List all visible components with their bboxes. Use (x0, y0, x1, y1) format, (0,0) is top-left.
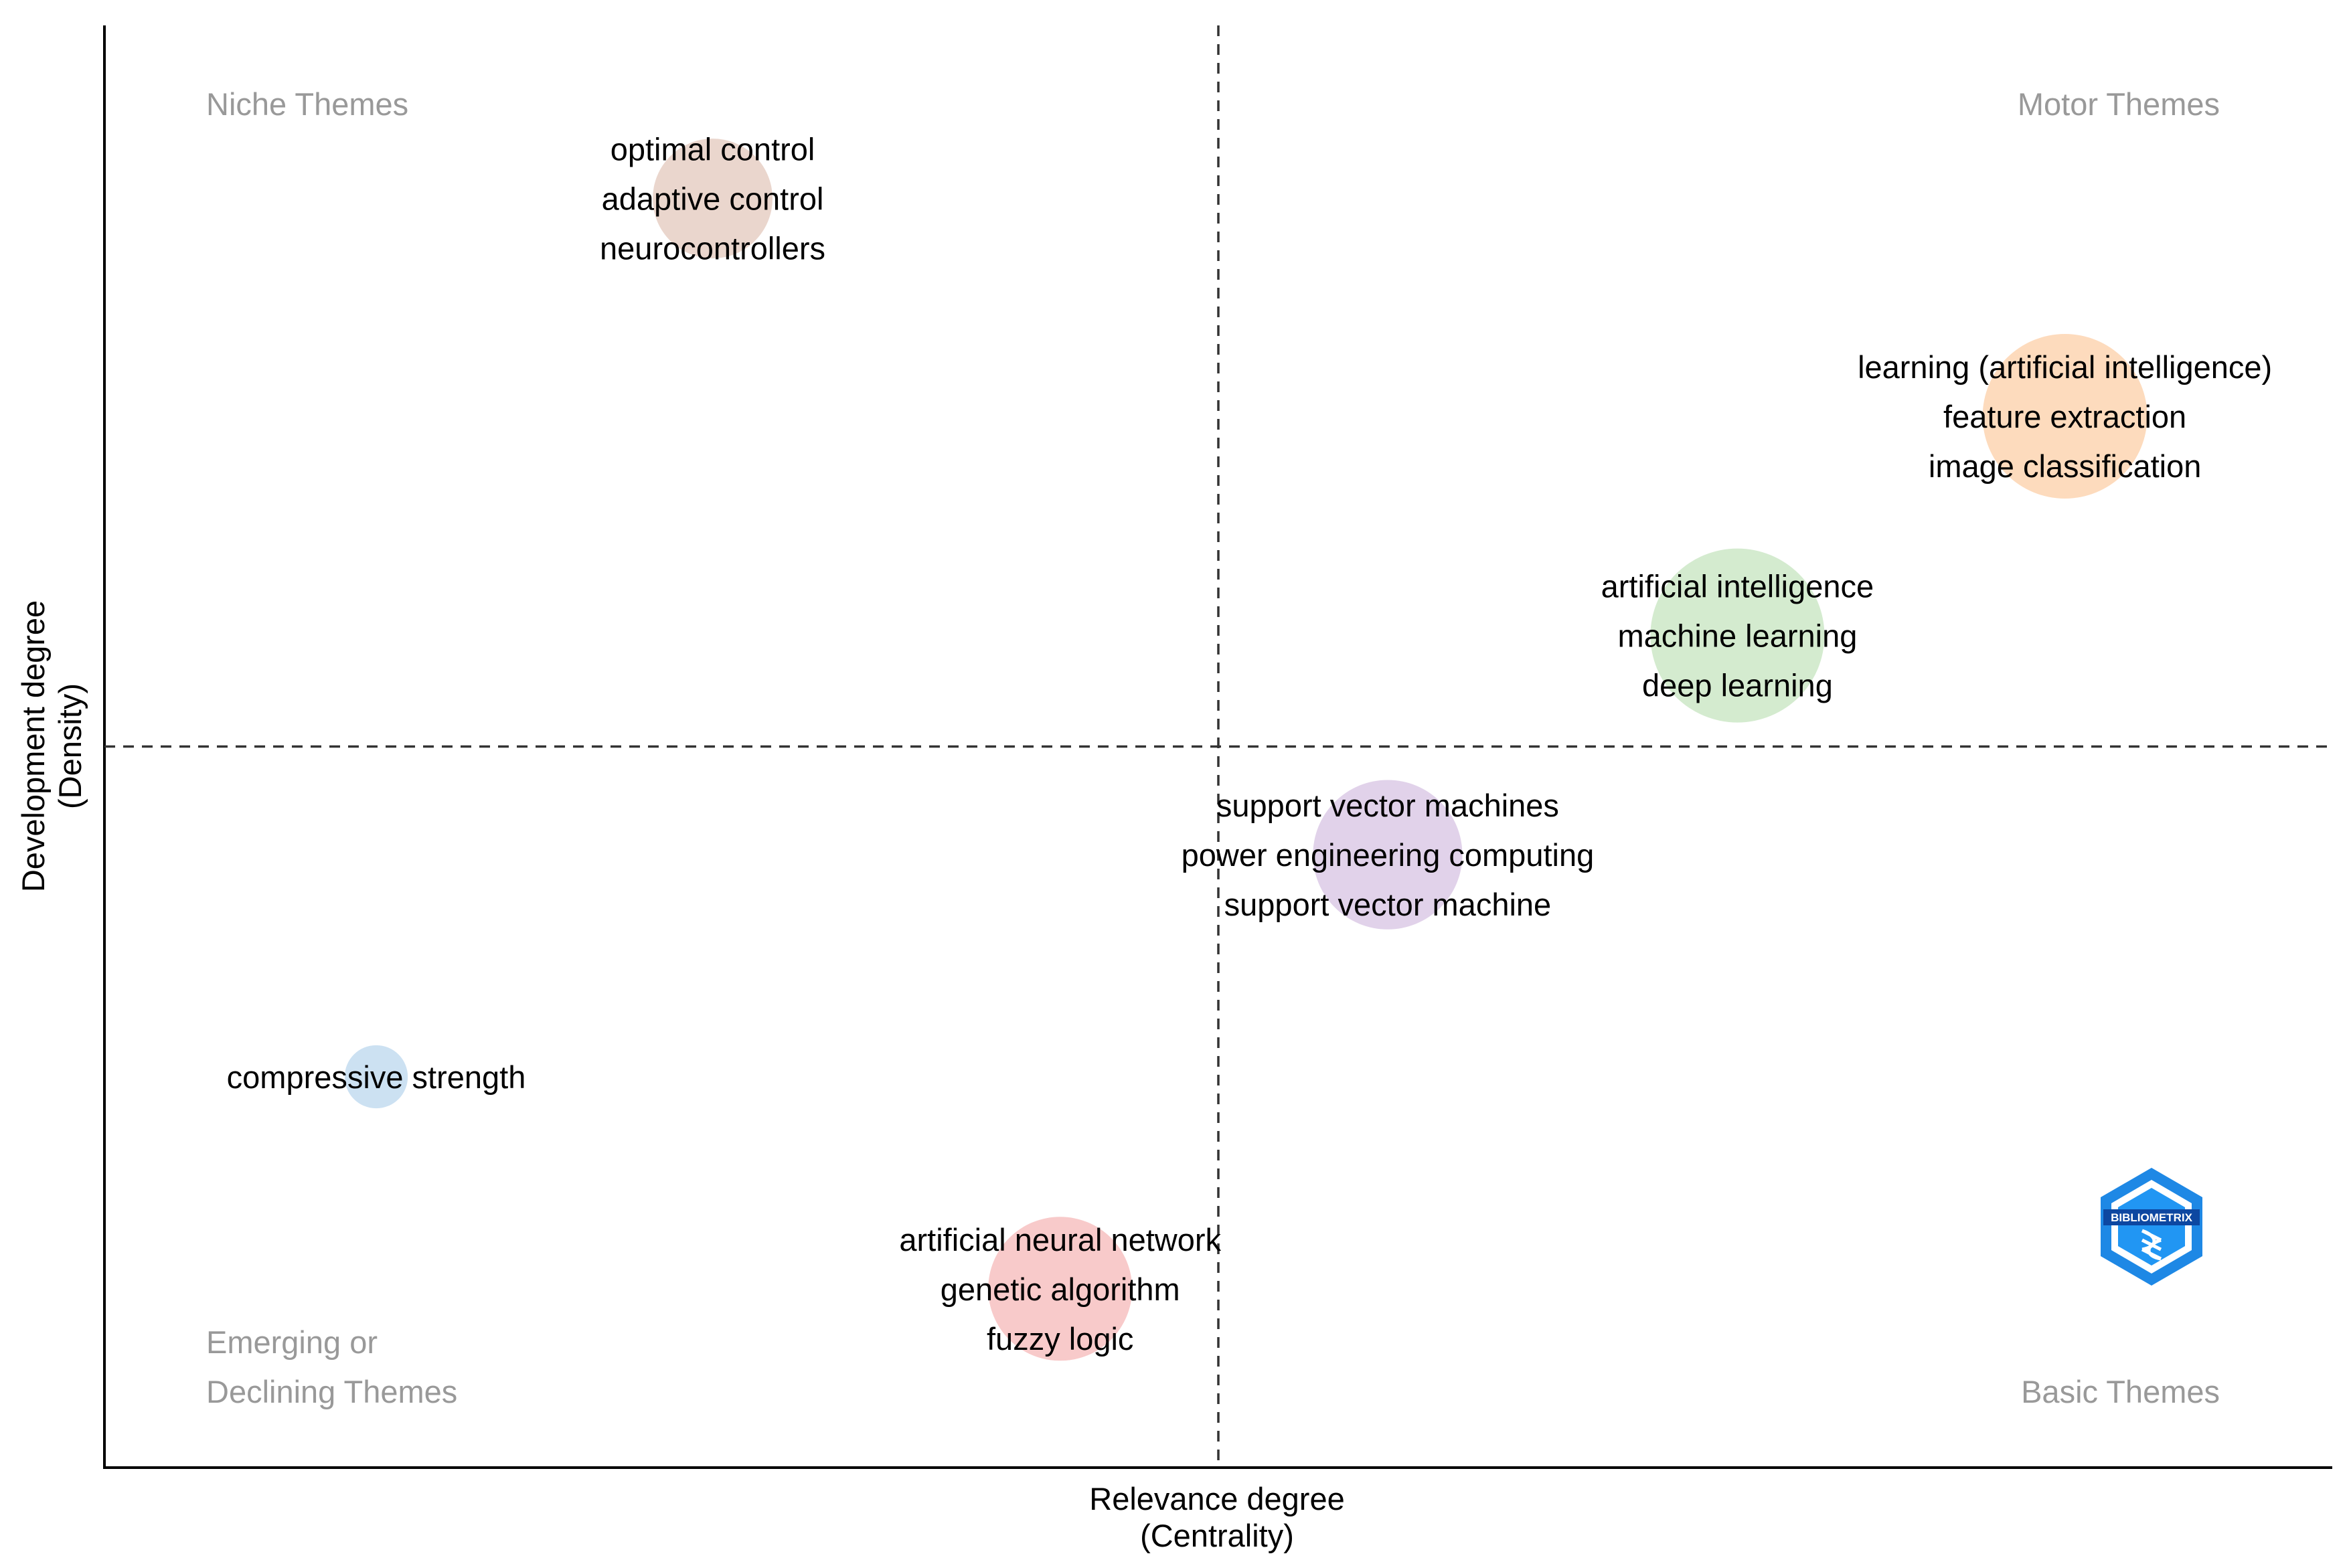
cluster-bubble-5 (988, 1217, 1133, 1361)
cluster-label-1-1: feature extraction (1943, 399, 2186, 434)
cluster-label-0-1: adaptive control (602, 181, 824, 217)
cluster-bubble-4 (344, 1045, 408, 1109)
quadrant-label-motor: Motor Themes (2018, 86, 2220, 122)
cluster-label-5-2: fuzzy logic (987, 1321, 1133, 1357)
logo-text: BIBLIOMETRIX (2111, 1211, 2192, 1224)
cluster-label-2-0: artificial intelligence (1601, 569, 1874, 604)
cluster-label-4-0: compressive strength (227, 1059, 526, 1095)
cluster-label-2-2: deep learning (1642, 668, 1833, 703)
logo-banner (2103, 1209, 2200, 1225)
cluster-label-1-2: image classification (1929, 448, 2202, 484)
quadrant-label-basic: Basic Themes (2021, 1374, 2220, 1409)
quadrant-label-niche: Niche Themes (206, 86, 408, 122)
logo-helix-icon (2141, 1229, 2162, 1261)
y-axis-title-line2: (Density) (52, 683, 88, 809)
cluster-label-3-1: power engineering computing (1182, 837, 1595, 873)
cluster-label-5-1: genetic algorithm (941, 1272, 1180, 1307)
cluster-bubble-1 (1982, 334, 2148, 499)
cluster-label-layer: optimal control adaptive control neurocont… (227, 132, 2273, 1357)
quadrant-label-emerging-line2: Declining Themes (206, 1374, 457, 1409)
cluster-label-3-0: support vector machines (1216, 788, 1559, 823)
cluster-label-0-2: neurocontrollers (600, 231, 825, 266)
bibliometrix-logo: BIBLIOMETRIX (2101, 1168, 2202, 1286)
logo-hexagon-core (2118, 1188, 2185, 1266)
y-axis-title-line1: Development degree (15, 600, 51, 892)
bubble-layer (344, 139, 2148, 1361)
cluster-label-3-2: support vector machine (1224, 887, 1552, 922)
x-axis-title-line1: Relevance degree (1089, 1481, 1345, 1516)
quadrant-label-emerging-line1: Emerging or (206, 1324, 378, 1360)
cluster-label-5-0: artificial neural network (899, 1222, 1221, 1257)
cluster-label-1-0: learning (artificial intelligence) (1858, 349, 2272, 385)
cluster-label-2-1: machine learning (1617, 618, 1857, 654)
x-axis-title-line2: (Centrality) (1140, 1518, 1294, 1553)
cluster-bubble-0 (653, 139, 773, 259)
cluster-label-0-0: optimal control (611, 132, 815, 167)
cluster-bubble-2 (1650, 548, 1825, 723)
cluster-bubble-3 (1313, 780, 1463, 930)
